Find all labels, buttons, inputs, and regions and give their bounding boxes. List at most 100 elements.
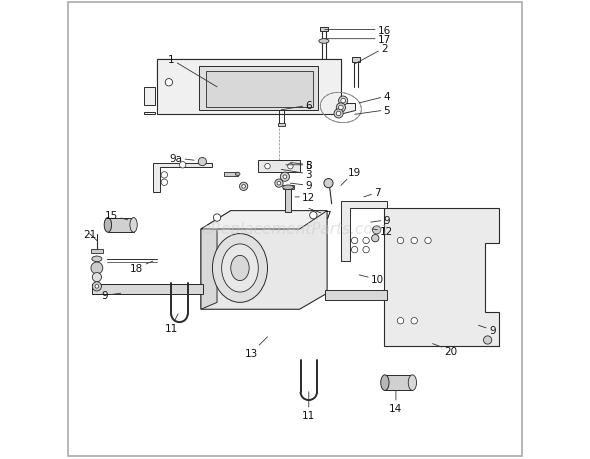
Text: 17: 17 [325,34,391,45]
Polygon shape [108,218,133,233]
Ellipse shape [283,185,294,190]
Circle shape [92,282,101,291]
Text: 4: 4 [359,92,390,104]
Text: 19: 19 [341,168,361,186]
Circle shape [411,318,418,324]
Text: 9: 9 [371,215,390,225]
Circle shape [283,175,287,179]
Text: 12: 12 [295,192,316,202]
Ellipse shape [212,234,267,303]
Text: 7: 7 [309,209,330,221]
Circle shape [240,183,248,191]
Circle shape [336,112,341,117]
Circle shape [277,182,281,185]
Polygon shape [201,211,327,230]
Text: eReplacementParts.com: eReplacementParts.com [202,222,388,237]
Circle shape [334,110,343,119]
Text: 20: 20 [432,344,457,356]
Polygon shape [224,173,238,176]
Circle shape [339,106,343,111]
Polygon shape [205,72,313,107]
Text: 12: 12 [373,227,394,237]
Circle shape [372,226,381,235]
Text: 11: 11 [165,314,178,333]
Circle shape [336,104,346,113]
Text: 10: 10 [359,275,384,285]
Circle shape [242,185,245,189]
Text: 2: 2 [355,44,388,65]
Polygon shape [201,211,327,309]
Circle shape [265,164,270,169]
Circle shape [280,173,290,182]
Polygon shape [153,163,212,193]
Ellipse shape [104,218,112,233]
Ellipse shape [319,39,329,44]
Circle shape [288,164,293,169]
Polygon shape [201,223,217,309]
Ellipse shape [381,375,389,391]
Circle shape [214,214,221,222]
Circle shape [161,172,168,179]
Text: 5: 5 [355,106,390,116]
Polygon shape [385,375,412,391]
Ellipse shape [222,244,258,292]
Polygon shape [91,250,103,253]
Circle shape [161,179,168,186]
Text: 21: 21 [83,229,97,241]
Text: 9: 9 [290,181,312,191]
Text: 13: 13 [245,337,267,358]
Text: 11: 11 [302,392,316,420]
Circle shape [425,238,431,244]
Circle shape [363,247,369,253]
Circle shape [165,79,172,87]
Circle shape [483,336,491,344]
Polygon shape [158,60,341,115]
Polygon shape [143,113,155,115]
Circle shape [372,235,379,242]
Text: 16: 16 [325,25,391,35]
Circle shape [397,238,404,244]
Text: 7: 7 [364,188,381,198]
Circle shape [352,238,358,244]
Text: 9a: 9a [169,154,194,163]
Polygon shape [385,209,499,346]
Text: 8: 8 [290,161,312,170]
Circle shape [310,212,317,219]
Ellipse shape [231,256,249,281]
Circle shape [95,285,99,289]
Circle shape [339,97,348,106]
Text: 15: 15 [105,211,127,221]
Circle shape [411,238,418,244]
Polygon shape [199,67,318,111]
Polygon shape [158,60,341,83]
Circle shape [397,318,404,324]
Polygon shape [285,188,291,212]
Polygon shape [277,123,285,127]
Circle shape [363,238,369,244]
Polygon shape [341,202,386,262]
Circle shape [92,273,101,282]
Circle shape [324,179,333,188]
Text: 1: 1 [168,55,217,88]
Text: 14: 14 [389,391,402,413]
Circle shape [352,247,358,253]
Polygon shape [283,186,294,190]
Circle shape [91,263,103,274]
Polygon shape [320,28,327,32]
Text: 3: 3 [281,169,312,179]
Text: 18: 18 [130,262,153,274]
Circle shape [179,162,186,168]
Circle shape [275,179,283,188]
Polygon shape [352,58,360,62]
Polygon shape [92,285,204,295]
Polygon shape [339,104,355,115]
Text: 5: 5 [286,161,312,170]
Ellipse shape [130,218,137,233]
Text: 9: 9 [101,291,121,301]
Polygon shape [143,88,155,106]
Ellipse shape [408,375,417,391]
Text: 6: 6 [281,101,312,111]
Polygon shape [258,161,300,172]
Circle shape [198,158,206,166]
Ellipse shape [92,257,102,262]
